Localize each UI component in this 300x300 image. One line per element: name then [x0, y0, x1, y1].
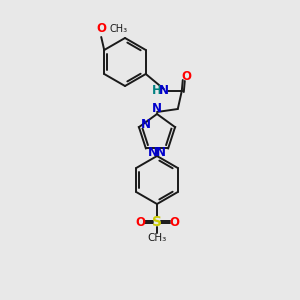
Text: N: N: [159, 85, 169, 98]
Text: S: S: [152, 215, 162, 229]
Text: O: O: [169, 215, 179, 229]
Text: N: N: [156, 146, 166, 159]
Text: H: H: [152, 85, 162, 98]
Text: O: O: [96, 22, 106, 35]
Text: N: N: [152, 101, 162, 115]
Text: CH₃: CH₃: [147, 233, 167, 243]
Text: O: O: [182, 70, 192, 83]
Text: CH₃: CH₃: [109, 24, 127, 34]
Text: N: N: [148, 146, 158, 159]
Text: O: O: [135, 215, 145, 229]
Text: N: N: [141, 118, 151, 130]
